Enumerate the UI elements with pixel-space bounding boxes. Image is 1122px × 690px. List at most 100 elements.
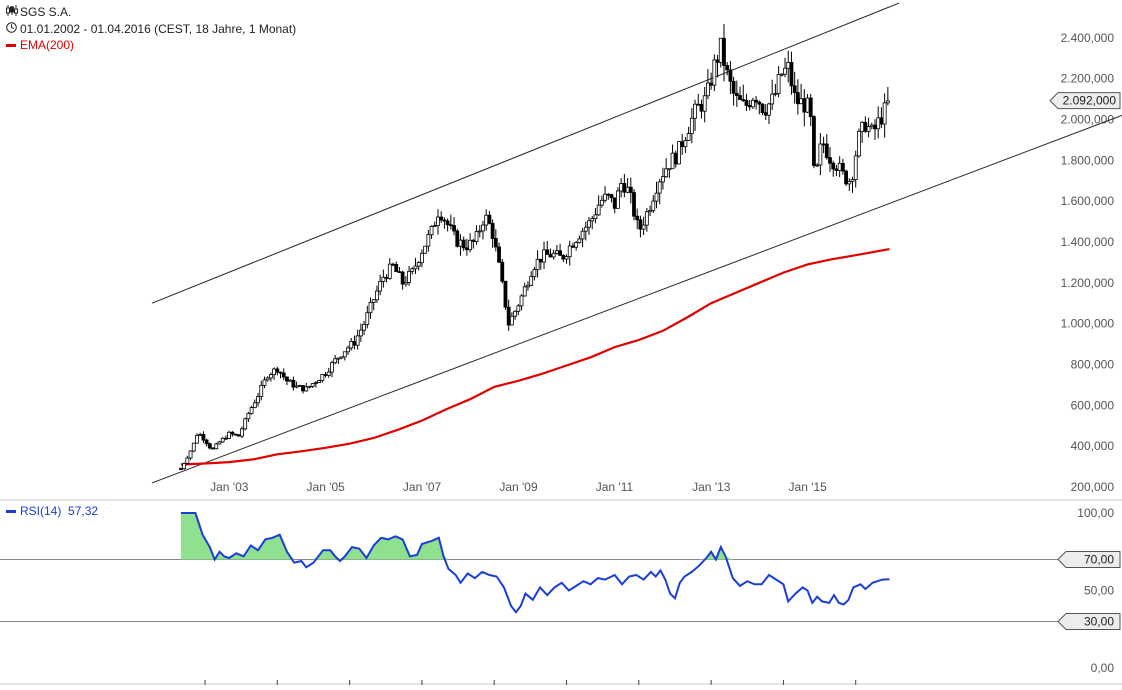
price-y-tick-label: 1.600,000 [1061,194,1115,208]
candle-body [391,263,395,266]
candle-body [403,281,408,285]
candle-body [667,168,672,171]
candle-body [574,242,579,248]
candle-body [262,379,267,386]
candle-body [320,374,325,381]
candle-body [638,219,643,230]
candle-body [368,302,373,314]
candle-body [696,103,701,106]
candle-body [567,245,572,258]
candle-body [179,468,183,471]
candle-body [211,447,215,450]
candle-body [783,67,787,75]
price-y-tick-label: 400,000 [1071,439,1115,453]
candle-body [734,92,739,96]
rsi-legend[interactable]: RSI(14) 57,32 [6,504,98,518]
candle-body [738,95,742,100]
candle-body [310,383,315,387]
candle-body [272,368,277,376]
candle-body [288,379,293,382]
candle-body [503,280,508,308]
candle-body [815,164,820,167]
candle-body [307,385,312,388]
candle-body [577,238,582,243]
candle-body [240,428,244,437]
candle-body [599,199,604,206]
candle-body [722,37,726,66]
candle-body [387,263,392,279]
rsi-last-value: 57,32 [68,504,99,518]
candle-body [763,112,768,116]
rsi-legend-label: RSI(14) [20,504,62,518]
candle-body [519,295,524,307]
candle-body [452,225,456,232]
candle-body [201,433,206,441]
candle-body [860,121,865,132]
candle-body [767,103,771,116]
candle-body [513,310,518,317]
candle-body [821,143,826,146]
candle-body [844,170,848,185]
candle-body [497,246,501,263]
candle-body [509,315,514,326]
candle-body [612,197,617,209]
candle-body [477,230,482,233]
ema-legend[interactable]: EMA(200) [6,38,74,52]
candle-body [191,442,196,452]
candle-body [857,131,861,157]
candle-body [776,74,781,94]
x-tick-label: Jan '13 [692,480,731,494]
candle-body [689,117,694,135]
candle-body [628,186,633,193]
candle-body [754,99,759,103]
candle-body [249,407,254,414]
candle-body [715,59,720,63]
x-tick-label: Jan '07 [403,480,442,494]
rsi-y-tick-label: 50,00 [1084,584,1114,598]
candle-body [548,253,553,258]
candle-body [718,37,723,63]
candle-body [709,82,714,86]
candle-body [670,152,675,170]
candle-body [285,376,289,382]
candle-body [840,162,845,172]
candle-body [429,226,434,236]
candle-body [873,124,877,130]
candle-body [799,98,803,105]
candle-body [484,214,489,226]
candle-body [252,402,257,409]
candle-body [635,215,640,221]
candle-body [779,73,784,76]
candle-body [786,62,791,69]
candle-body [651,200,656,211]
price-y-tick-label: 800,000 [1071,357,1115,371]
ema-legend-swatch [6,44,16,48]
rsi-overbought-fill [180,513,890,560]
candle-body [381,276,386,282]
candle-body [680,141,685,148]
candle-body [185,457,190,464]
chart-period: 01.01.2002 - 01.04.2016 (CEST, 18 Jahre,… [6,22,296,36]
candle-body [204,439,209,445]
candle-body [747,104,752,108]
chart-title: SGS S.A. [6,5,71,19]
candle-body [808,97,813,117]
candle-body [339,356,344,359]
candle-body [641,224,646,230]
candle-body [326,371,331,376]
candle-body [342,351,347,358]
candle-body [352,340,357,346]
x-tick-label: Jan '05 [307,480,346,494]
candle-body [863,121,868,132]
candle-body [661,176,665,183]
candle-body [757,101,762,105]
candle-body [445,220,450,226]
candle-body [259,384,264,397]
candle-body [333,358,338,364]
candle-body [506,306,511,326]
candle-body [632,192,636,217]
candle-body [802,98,807,113]
candle-body [442,219,447,222]
candle-body [683,140,688,148]
